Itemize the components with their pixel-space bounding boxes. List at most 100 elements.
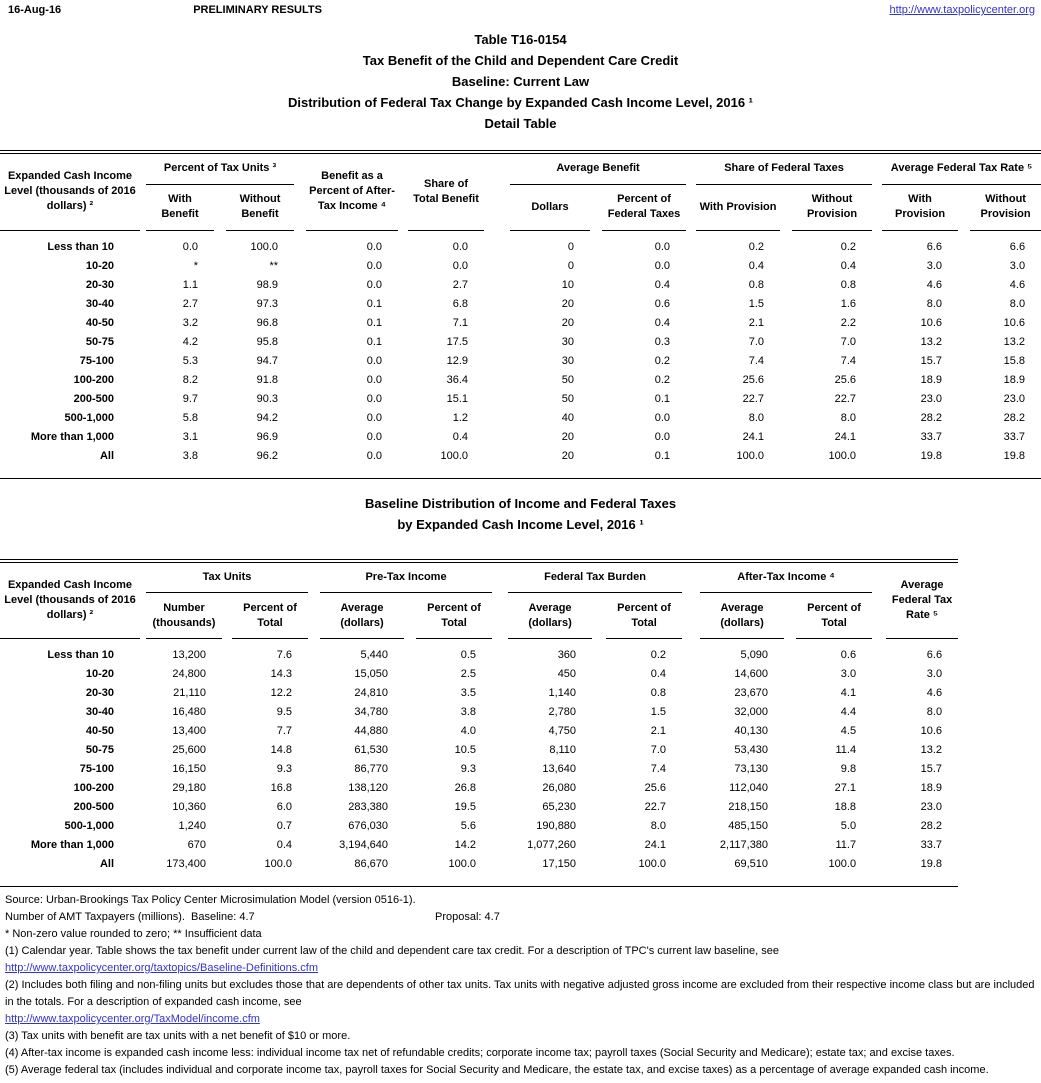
spacer-cell [592, 836, 606, 855]
spacer-cell [592, 817, 606, 836]
spacer-cell [958, 371, 970, 390]
spacer-cell [308, 817, 320, 836]
spacer-cell [872, 703, 886, 722]
table-row: 100-200 8.2 91.8 0.0 36.4 50 0.2 25.6 25.6 18.9 18… [0, 371, 1041, 390]
spacer-cell [592, 593, 606, 639]
spacer-cell [872, 855, 886, 887]
spacer-cell [404, 665, 416, 684]
value-cell: 3.0 [840, 668, 857, 680]
group-average-benefit: Average Benefit [510, 152, 687, 185]
value-cell: 8.0 [748, 411, 765, 424]
spacer-cell [592, 722, 606, 741]
spacer-cell [484, 257, 510, 276]
spacer-cell [398, 352, 408, 371]
spacer-cell [872, 722, 886, 741]
spacer-cell [492, 817, 508, 836]
value-cell: 11.4 [835, 744, 857, 756]
spacer-cell [404, 703, 416, 722]
subheader-without-provision: Without Provision [792, 184, 873, 231]
spacer-cell [404, 817, 416, 836]
value-cell: 2.1 [650, 725, 667, 737]
spacer-cell [682, 855, 700, 887]
value-cell: 6.6 [926, 240, 943, 253]
spacer-cell [872, 352, 882, 371]
value-cell: 40 [561, 411, 575, 424]
value-cell: 7.4 [748, 354, 765, 367]
value-cell: 100.0 [736, 449, 765, 462]
value-cell: 5,090 [740, 649, 769, 661]
baseline-definitions-link[interactable]: http://www.taxpolicycenter.org/taxtopics… [5, 962, 319, 974]
value-cell: 10.6 [920, 725, 943, 737]
spacer-cell [872, 295, 882, 314]
subheader-average-dollars: Average (dollars) [700, 592, 785, 639]
spacer-cell [404, 855, 416, 887]
spacer-cell [784, 779, 796, 798]
income-definition-link[interactable]: http://www.taxpolicycenter.org/TaxModel/… [5, 1013, 260, 1025]
spacer-cell [492, 760, 508, 779]
value-cell: 9.3 [460, 763, 477, 775]
value-cell: 0.4 [840, 259, 857, 272]
value-cell: 17,150 [542, 858, 577, 870]
spacer-cell [492, 855, 508, 887]
spacer-cell [492, 798, 508, 817]
value-cell: 0.0 [452, 259, 469, 272]
table-row: 20-30 21,110 12.2 24,810 3.5 1,140 0.8 23,670 4.… [0, 684, 958, 703]
value-cell: 25.6 [742, 373, 765, 386]
spacer-cell [780, 428, 792, 447]
table-row: 200-500 9.7 90.3 0.0 15.1 50 0.1 22.7 22.7 23.0 23… [0, 390, 1041, 409]
value-cell: 6.6 [926, 649, 943, 661]
income-level-cell: More than 1,000 [30, 430, 114, 443]
spacer-cell [214, 409, 226, 428]
value-cell: 96.8 [256, 316, 279, 329]
spacer-cell [686, 314, 696, 333]
spacer-cell [484, 295, 510, 314]
value-cell: 20 [561, 297, 575, 310]
spacer-cell [484, 371, 510, 390]
footnote-5: (5) Average federal tax (includes indivi… [5, 1064, 989, 1076]
spacer-cell [590, 352, 602, 371]
spacer-cell [784, 760, 796, 779]
value-cell: 23,670 [734, 687, 769, 699]
value-cell: 4.4 [840, 706, 857, 718]
value-cell: 32,000 [734, 706, 769, 718]
spacer-cell [872, 665, 886, 684]
spacer-cell [780, 276, 792, 295]
value-cell: 0.1 [366, 297, 383, 310]
spacer-cell [294, 409, 306, 428]
footnote-1: (1) Calendar year. Table shows the tax b… [5, 945, 779, 957]
value-cell: 0 [567, 259, 575, 272]
baseline-table-body: Less than 10 13,200 7.6 5,440 0.5 360 0.2 5,090… [0, 639, 958, 887]
site-link[interactable]: http://www.taxpolicycenter.org [889, 4, 1035, 16]
value-cell: 65,230 [542, 801, 577, 813]
value-cell: 17.5 [446, 335, 469, 348]
value-cell: 8.2 [182, 373, 198, 386]
spacer-cell [784, 817, 796, 836]
value-cell: 16.8 [270, 782, 293, 794]
value-cell: 3.8 [182, 449, 198, 462]
value-cell: 7.0 [650, 744, 667, 756]
value-cell: 0.5 [460, 649, 477, 661]
spacer-cell [484, 152, 510, 230]
spacer-cell [872, 409, 882, 428]
spacer-cell [308, 684, 320, 703]
spacer-cell [398, 295, 408, 314]
subheader-average-dollars: Average (dollars) [508, 592, 593, 639]
value-cell: 91.8 [256, 373, 279, 386]
baseline-title-line1: Baseline Distribution of Income and Fede… [364, 495, 677, 511]
value-cell: 0.4 [654, 278, 671, 291]
spacer-cell [872, 561, 886, 639]
asterisk-note: * Non-zero value rounded to zero; ** Ins… [5, 928, 262, 940]
detail-table-line: Detail Table [484, 116, 557, 131]
spacer-cell [682, 836, 700, 855]
spacer-cell [592, 684, 606, 703]
spacer-cell [872, 333, 882, 352]
value-cell: 1.2 [452, 411, 469, 424]
spacer-cell [404, 779, 416, 798]
spacer-cell [222, 722, 232, 741]
spacer-cell [404, 836, 416, 855]
group-average-federal-tax-rate: Average Federal Tax Rate ⁵ [882, 152, 1041, 185]
value-cell: 173,400 [166, 858, 206, 870]
spacer-cell [222, 665, 232, 684]
spacer-cell [214, 447, 226, 479]
value-cell: 34,780 [354, 706, 389, 718]
